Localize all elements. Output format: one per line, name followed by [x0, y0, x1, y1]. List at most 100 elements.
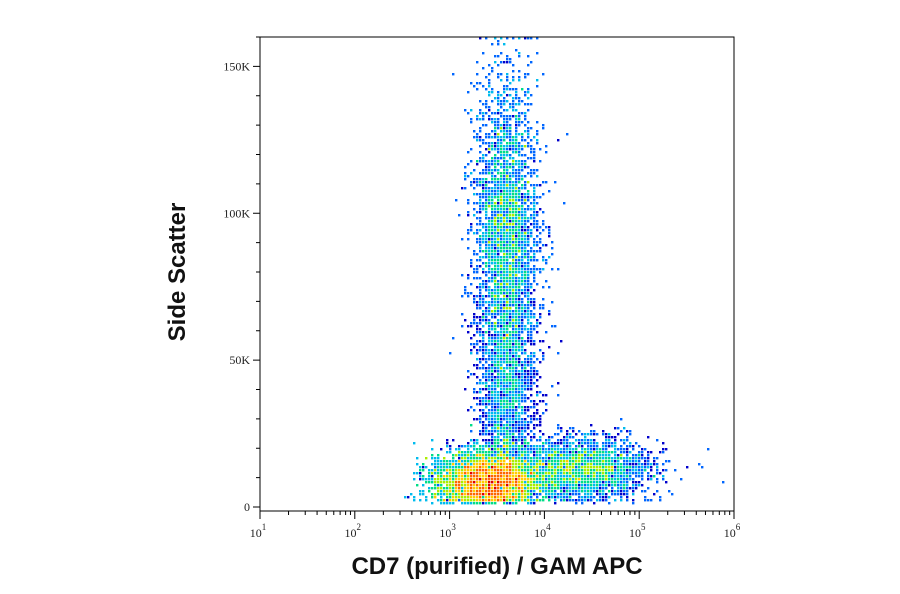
event-point	[476, 307, 479, 310]
event-point	[512, 208, 515, 211]
event-point	[518, 115, 521, 118]
event-point	[527, 268, 530, 271]
event-point	[467, 274, 470, 277]
event-point	[452, 337, 455, 340]
event-point	[545, 472, 548, 475]
event-point	[599, 457, 602, 460]
event-point	[527, 355, 530, 358]
event-point	[506, 400, 509, 403]
event-point	[497, 448, 500, 451]
event-point	[563, 481, 566, 484]
event-point	[494, 136, 497, 139]
event-point	[515, 427, 518, 430]
event-point	[599, 487, 602, 490]
event-point	[482, 196, 485, 199]
event-point	[458, 481, 461, 484]
event-point	[503, 370, 506, 373]
event-point	[503, 121, 506, 124]
event-point	[521, 277, 524, 280]
event-point	[494, 457, 497, 460]
event-point	[515, 334, 518, 337]
event-point	[479, 469, 482, 472]
event-point	[473, 85, 476, 88]
event-point	[509, 340, 512, 343]
event-point	[509, 358, 512, 361]
event-point	[503, 340, 506, 343]
event-point	[506, 283, 509, 286]
event-point	[572, 478, 575, 481]
event-point	[446, 496, 449, 499]
event-point	[455, 475, 458, 478]
event-point	[524, 349, 527, 352]
event-point	[485, 478, 488, 481]
event-point	[458, 478, 461, 481]
event-point	[512, 460, 515, 463]
event-point	[509, 319, 512, 322]
event-point	[518, 427, 521, 430]
event-point	[551, 496, 554, 499]
event-point	[488, 265, 491, 268]
event-point	[575, 460, 578, 463]
event-point	[566, 442, 569, 445]
event-point	[503, 259, 506, 262]
event-point	[581, 466, 584, 469]
event-point	[470, 184, 473, 187]
event-point	[500, 187, 503, 190]
event-point	[554, 499, 557, 502]
event-point	[494, 97, 497, 100]
event-point	[518, 433, 521, 436]
event-point	[479, 151, 482, 154]
event-point	[482, 298, 485, 301]
event-point	[440, 496, 443, 499]
event-point	[527, 289, 530, 292]
event-point	[494, 217, 497, 220]
event-point	[485, 349, 488, 352]
event-point	[497, 271, 500, 274]
event-point	[506, 442, 509, 445]
event-point	[512, 211, 515, 214]
event-point	[506, 244, 509, 247]
event-point	[461, 472, 464, 475]
event-point	[548, 445, 551, 448]
event-point	[653, 457, 656, 460]
event-point	[533, 289, 536, 292]
event-point	[503, 343, 506, 346]
event-point	[521, 421, 524, 424]
event-point	[488, 478, 491, 481]
event-point	[554, 457, 557, 460]
event-point	[551, 448, 554, 451]
event-point	[512, 142, 515, 145]
event-point	[509, 337, 512, 340]
event-point	[530, 301, 533, 304]
event-point	[497, 163, 500, 166]
event-point	[581, 472, 584, 475]
event-point	[497, 190, 500, 193]
event-point	[464, 457, 467, 460]
event-point	[527, 334, 530, 337]
event-point	[488, 115, 491, 118]
event-point	[614, 493, 617, 496]
event-point	[542, 433, 545, 436]
event-point	[521, 433, 524, 436]
event-point	[446, 472, 449, 475]
event-point	[524, 238, 527, 241]
event-point	[497, 304, 500, 307]
event-point	[509, 175, 512, 178]
event-point	[554, 445, 557, 448]
event-point	[473, 208, 476, 211]
event-point	[479, 349, 482, 352]
event-point	[584, 475, 587, 478]
event-point	[611, 436, 614, 439]
event-point	[488, 301, 491, 304]
event-point	[572, 430, 575, 433]
event-point	[503, 457, 506, 460]
event-point	[491, 499, 494, 502]
event-point	[527, 301, 530, 304]
event-point	[512, 493, 515, 496]
event-point	[479, 205, 482, 208]
event-point	[413, 472, 416, 475]
event-point	[506, 310, 509, 313]
event-point	[518, 271, 521, 274]
event-point	[509, 181, 512, 184]
event-point	[620, 445, 623, 448]
